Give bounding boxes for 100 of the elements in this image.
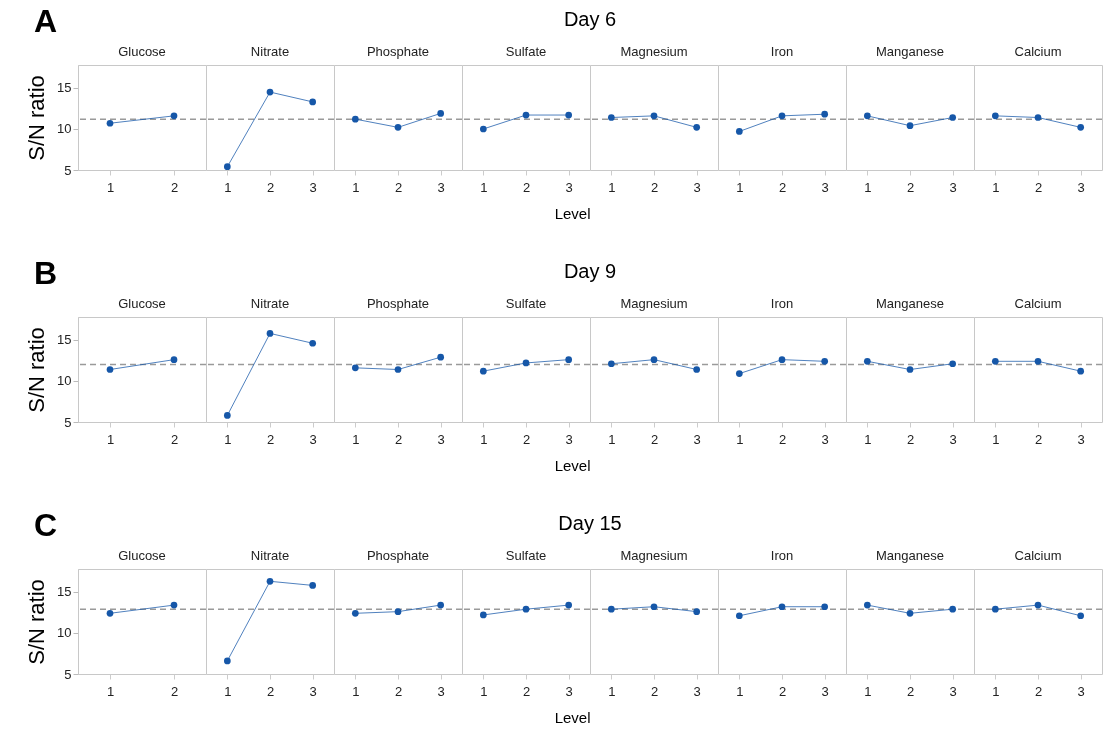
text: A bbox=[34, 3, 58, 40]
x-tick-label: 1 bbox=[608, 431, 616, 447]
x-tick-label: 3 bbox=[949, 431, 957, 447]
chart-title: Nitrate bbox=[250, 548, 290, 563]
x-tick-label: 3 bbox=[565, 179, 573, 195]
text: B bbox=[34, 255, 58, 292]
x-tick-label: 1 bbox=[992, 683, 1000, 699]
x-tick-label: 2 bbox=[650, 683, 659, 699]
chart-title: Magnesium bbox=[620, 548, 688, 563]
x-tick-label: 1 bbox=[106, 179, 115, 195]
x-tick-label: 3 bbox=[1077, 179, 1085, 195]
x-tick-label: 1 bbox=[864, 179, 872, 195]
x-tick-label: 3 bbox=[565, 683, 573, 699]
x-tick-label: 2 bbox=[170, 431, 179, 447]
chart-title: Magnesium bbox=[620, 296, 688, 311]
chart-title: Iron bbox=[770, 44, 794, 59]
x-tick-label: 2 bbox=[522, 431, 531, 447]
x-tick-label: 3 bbox=[821, 431, 829, 447]
x-tick-label: 1 bbox=[352, 179, 360, 195]
x-tick-label: 3 bbox=[949, 683, 957, 699]
chart-title: Iron bbox=[770, 548, 794, 563]
x-tick-label: 1 bbox=[608, 179, 616, 195]
y-tick-label: 5 bbox=[64, 162, 72, 178]
chart-title: Calcium bbox=[1014, 44, 1062, 59]
chart-title: Nitrate bbox=[250, 44, 290, 59]
chart-title: Calcium bbox=[1014, 548, 1062, 563]
x-tick-label: 2 bbox=[394, 431, 403, 447]
x-tick-label: 1 bbox=[736, 431, 744, 447]
chart-title: Glucose bbox=[118, 296, 166, 311]
chart-title: Magnesium bbox=[620, 44, 688, 59]
y-tick-label: 10 bbox=[57, 625, 72, 641]
x-tick-label: 3 bbox=[949, 179, 957, 195]
x-tick-label: 1 bbox=[224, 179, 232, 195]
x-tick-label: 2 bbox=[650, 431, 659, 447]
x-tick-label: 1 bbox=[480, 179, 488, 195]
chart-title: Glucose bbox=[118, 548, 166, 563]
x-tick-label: 2 bbox=[778, 431, 787, 447]
x-tick-label: 1 bbox=[352, 431, 360, 447]
chart-title: Manganese bbox=[876, 548, 944, 563]
x-axis-title: Level bbox=[554, 204, 591, 222]
x-tick-label: 1 bbox=[864, 683, 872, 699]
x-tick-label: 3 bbox=[309, 683, 317, 699]
x-tick-label: 3 bbox=[437, 683, 445, 699]
x-tick-label: 1 bbox=[480, 431, 488, 447]
x-tick-label: 2 bbox=[906, 179, 915, 195]
x-tick-label: 3 bbox=[309, 179, 317, 195]
x-tick-label: 1 bbox=[992, 179, 1000, 195]
x-tick-label: 3 bbox=[821, 179, 829, 195]
y-tick-label: 5 bbox=[64, 414, 72, 430]
x-tick-label: 2 bbox=[522, 179, 531, 195]
x-tick-label: 2 bbox=[394, 179, 403, 195]
x-tick-label: 2 bbox=[394, 683, 403, 699]
x-tick-label: 2 bbox=[1034, 431, 1043, 447]
y-tick-label: 15 bbox=[57, 584, 72, 600]
chart-title: Manganese bbox=[876, 296, 944, 311]
chart-title: Phosphate bbox=[366, 548, 430, 563]
y-axis-title: S/N ratio bbox=[24, 75, 50, 161]
chart-title: Manganese bbox=[876, 44, 944, 59]
text: Day 9 bbox=[563, 260, 617, 283]
x-tick-label: 1 bbox=[224, 683, 232, 699]
x-tick-label: 3 bbox=[1077, 431, 1085, 447]
x-tick-label: 2 bbox=[1034, 683, 1043, 699]
chart-title: Calcium bbox=[1014, 296, 1062, 311]
x-tick-label: 3 bbox=[437, 179, 445, 195]
x-tick-label: 2 bbox=[906, 431, 915, 447]
y-tick-label: 15 bbox=[57, 332, 72, 348]
chart-title: Sulfate bbox=[505, 548, 547, 563]
x-tick-label: 2 bbox=[266, 431, 275, 447]
y-tick-label: 10 bbox=[57, 121, 72, 137]
x-tick-label: 1 bbox=[106, 431, 115, 447]
x-tick-label: 1 bbox=[352, 683, 360, 699]
chart-title: Sulfate bbox=[505, 296, 547, 311]
x-tick-label: 1 bbox=[608, 683, 616, 699]
x-tick-label: 1 bbox=[106, 683, 115, 699]
x-tick-label: 1 bbox=[480, 683, 488, 699]
x-tick-label: 2 bbox=[650, 179, 659, 195]
x-axis-title: Level bbox=[554, 708, 591, 726]
y-axis-title: S/N ratio bbox=[24, 579, 50, 665]
chart-title: Iron bbox=[770, 296, 794, 311]
x-tick-label: 1 bbox=[736, 179, 744, 195]
chart-title: Glucose bbox=[118, 44, 166, 59]
text: Day 6 bbox=[563, 8, 617, 31]
x-tick-label: 2 bbox=[778, 683, 787, 699]
x-tick-label: 3 bbox=[693, 431, 701, 447]
x-tick-label: 1 bbox=[992, 431, 1000, 447]
x-tick-label: 3 bbox=[309, 431, 317, 447]
y-tick-label: 15 bbox=[57, 80, 72, 96]
x-tick-label: 1 bbox=[736, 683, 744, 699]
x-tick-label: 3 bbox=[693, 683, 701, 699]
chart-title: Nitrate bbox=[250, 296, 290, 311]
text: Day 15 bbox=[558, 512, 622, 535]
y-tick-label: 10 bbox=[57, 373, 72, 389]
x-tick-label: 2 bbox=[266, 179, 275, 195]
y-axis-title: S/N ratio bbox=[24, 327, 50, 413]
text: C bbox=[34, 507, 58, 544]
x-tick-label: 2 bbox=[906, 683, 915, 699]
x-tick-label: 2 bbox=[170, 179, 179, 195]
chart-title: Phosphate bbox=[366, 296, 430, 311]
x-tick-label: 3 bbox=[693, 179, 701, 195]
chart-title: Phosphate bbox=[366, 44, 430, 59]
